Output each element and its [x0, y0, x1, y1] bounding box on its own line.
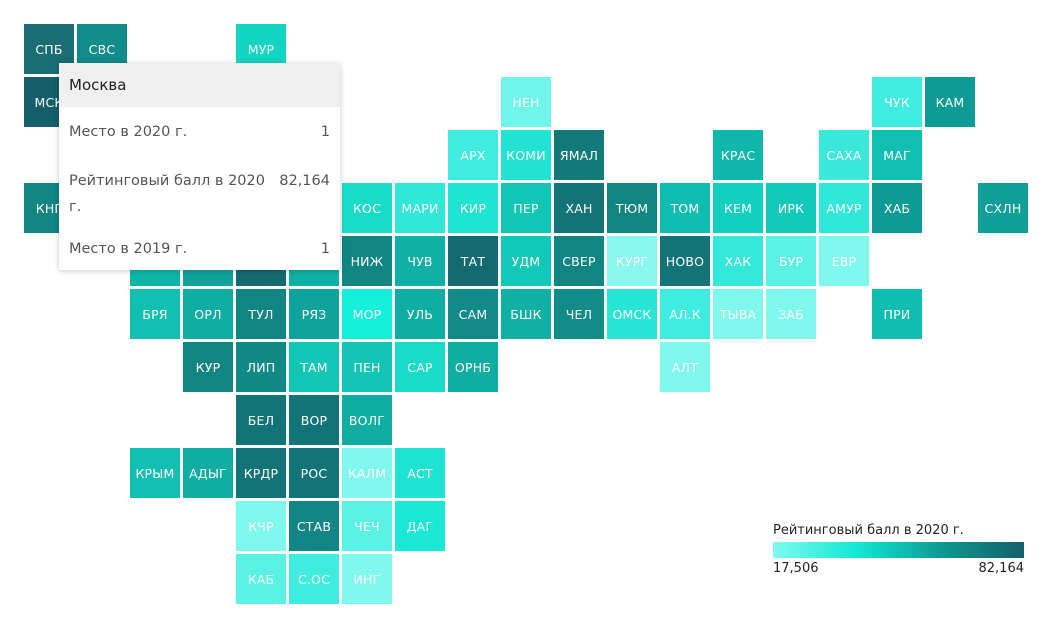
- region-tile-РЯЗ[interactable]: РЯЗ: [289, 289, 339, 339]
- region-tile-КЧР[interactable]: КЧР: [236, 501, 286, 551]
- region-tile-АМУР[interactable]: АМУР: [819, 183, 869, 233]
- region-tile-КРАС[interactable]: КРАС: [713, 130, 763, 180]
- region-tile-МАРИ[interactable]: МАРИ: [395, 183, 445, 233]
- region-tile-БЕЛ[interactable]: БЕЛ: [236, 395, 286, 445]
- legend-max-label: 82,164: [978, 561, 1025, 576]
- region-tile-ТАТ[interactable]: ТАТ: [448, 236, 498, 286]
- region-tile-ВОЛГ[interactable]: ВОЛГ: [342, 395, 392, 445]
- region-tile-КАБ[interactable]: КАБ: [236, 554, 286, 604]
- region-tile-НЕН[interactable]: НЕН: [501, 77, 551, 127]
- region-tile-ИРК[interactable]: ИРК: [766, 183, 816, 233]
- tooltip-value: 1: [320, 241, 330, 257]
- region-tile-АРХ[interactable]: АРХ: [448, 130, 498, 180]
- tooltip-value: 82,164: [279, 173, 330, 189]
- tooltip-row-rank-2019: Место в 2019 г. 1: [59, 236, 340, 262]
- region-tile-ДАГ[interactable]: ДАГ: [395, 501, 445, 551]
- region-tile-УЛЬ[interactable]: УЛЬ: [395, 289, 445, 339]
- tooltip-label: Место в 2020 г.: [69, 124, 188, 140]
- region-tooltip: Москва Место в 2020 г. 1 Рейтинговый бал…: [59, 63, 340, 270]
- region-tile-БУР[interactable]: БУР: [766, 236, 816, 286]
- legend-title: Рейтинговый балл в 2020 г.: [773, 523, 964, 538]
- legend-labels: 17,506 82,164: [773, 561, 1024, 576]
- legend-min-label: 17,506: [773, 561, 819, 576]
- region-tile-ПЕН[interactable]: ПЕН: [342, 342, 392, 392]
- region-tile-УДМ[interactable]: УДМ: [501, 236, 551, 286]
- region-tile-САМ[interactable]: САМ: [448, 289, 498, 339]
- region-tile-ОМСК[interactable]: ОМСК: [607, 289, 657, 339]
- region-tile-СПБ[interactable]: СПБ: [24, 24, 74, 74]
- tooltip-row-score-2020: Рейтинговый балл в 2020 г. 82,164: [59, 168, 340, 220]
- region-tile-ХАК[interactable]: ХАК: [713, 236, 763, 286]
- region-tile-МАГ[interactable]: МАГ: [872, 130, 922, 180]
- region-tile-ЧЕЧ[interactable]: ЧЕЧ: [342, 501, 392, 551]
- region-tile-КАЛМ[interactable]: КАЛМ: [342, 448, 392, 498]
- region-tile-МОР[interactable]: МОР: [342, 289, 392, 339]
- region-tile-ЗАБ[interactable]: ЗАБ: [766, 289, 816, 339]
- region-tile-КИР[interactable]: КИР: [448, 183, 498, 233]
- region-tile-ТАМ[interactable]: ТАМ: [289, 342, 339, 392]
- region-tile-ЧУВ[interactable]: ЧУВ: [395, 236, 445, 286]
- region-tile-КАМ[interactable]: КАМ: [925, 77, 975, 127]
- region-tile-ТОМ[interactable]: ТОМ: [660, 183, 710, 233]
- region-tile-САР[interactable]: САР: [395, 342, 445, 392]
- legend-gradient-bar: [773, 542, 1024, 558]
- region-tile-КОС[interactable]: КОС: [342, 183, 392, 233]
- region-tile-ВОР[interactable]: ВОР: [289, 395, 339, 445]
- tooltip-label: Место в 2019 г.: [69, 241, 188, 257]
- region-tile-КРЫМ[interactable]: КРЫМ: [130, 448, 180, 498]
- region-tile-НОВО[interactable]: НОВО: [660, 236, 710, 286]
- region-tile-СВЕР[interactable]: СВЕР: [554, 236, 604, 286]
- region-tile-ОРЛ[interactable]: ОРЛ: [183, 289, 233, 339]
- region-tile-ЯМАЛ[interactable]: ЯМАЛ: [554, 130, 604, 180]
- region-tile-КОМИ[interactable]: КОМИ: [501, 130, 551, 180]
- region-tile-ИНГ[interactable]: ИНГ: [342, 554, 392, 604]
- region-tile-БШК[interactable]: БШК: [501, 289, 551, 339]
- region-tile-ПРИ[interactable]: ПРИ: [872, 289, 922, 339]
- region-tile-НИЖ[interactable]: НИЖ: [342, 236, 392, 286]
- region-tile-РОС[interactable]: РОС: [289, 448, 339, 498]
- region-tile-КРДР[interactable]: КРДР: [236, 448, 286, 498]
- region-tile-ЛИП[interactable]: ЛИП: [236, 342, 286, 392]
- region-tile-ТЮМ[interactable]: ТЮМ: [607, 183, 657, 233]
- tooltip-row-rank-2020: Место в 2020 г. 1: [59, 119, 340, 145]
- region-tile-КУРГ[interactable]: КУРГ: [607, 236, 657, 286]
- region-tile-АДЫГ[interactable]: АДЫГ: [183, 448, 233, 498]
- region-tile-ЧУК[interactable]: ЧУК: [872, 77, 922, 127]
- region-tile-КУР[interactable]: КУР: [183, 342, 233, 392]
- region-tile-С.ОС[interactable]: С.ОС: [289, 554, 339, 604]
- region-tile-ОРНБ[interactable]: ОРНБ: [448, 342, 498, 392]
- region-tile-КЕМ[interactable]: КЕМ: [713, 183, 763, 233]
- region-tile-СХЛН[interactable]: СХЛН: [978, 183, 1028, 233]
- region-tile-АСТ[interactable]: АСТ: [395, 448, 445, 498]
- region-tile-ЧЕЛ[interactable]: ЧЕЛ: [554, 289, 604, 339]
- region-tile-ЕВР[interactable]: ЕВР: [819, 236, 869, 286]
- tooltip-title: Москва: [59, 63, 340, 107]
- tooltip-label: Рейтинговый балл в 2020 г.: [69, 173, 265, 215]
- region-tile-АЛ.К[interactable]: АЛ.К: [660, 289, 710, 339]
- region-tile-ХАН[interactable]: ХАН: [554, 183, 604, 233]
- region-tile-ТЫВА[interactable]: ТЫВА: [713, 289, 763, 339]
- region-tile-ТУЛ[interactable]: ТУЛ: [236, 289, 286, 339]
- region-tile-СТАВ[interactable]: СТАВ: [289, 501, 339, 551]
- region-tile-ХАБ[interactable]: ХАБ: [872, 183, 922, 233]
- region-tile-БРЯ[interactable]: БРЯ: [130, 289, 180, 339]
- region-tile-ПЕР[interactable]: ПЕР: [501, 183, 551, 233]
- tooltip-value: 1: [320, 124, 330, 140]
- region-tile-АЛТ[interactable]: АЛТ: [660, 342, 710, 392]
- color-legend: Рейтинговый балл в 2020 г. 17,506 82,164: [773, 523, 1024, 576]
- region-tile-САХА[interactable]: САХА: [819, 130, 869, 180]
